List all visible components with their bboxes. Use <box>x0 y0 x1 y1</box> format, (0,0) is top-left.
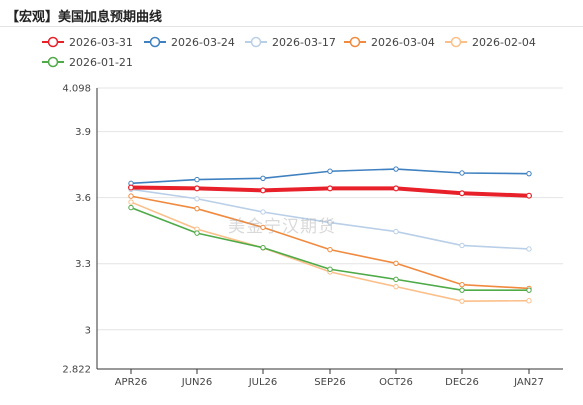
data-point <box>260 244 266 251</box>
legend-marker <box>47 36 59 48</box>
data-point <box>393 166 399 172</box>
data-point <box>459 281 465 288</box>
data-point <box>526 287 532 293</box>
data-point <box>393 185 400 192</box>
x-tick-label: JUN26 <box>181 377 212 388</box>
legend-marker <box>149 36 161 48</box>
data-point <box>526 170 532 177</box>
data-point <box>194 196 200 202</box>
legend-item[interactable]: 2026-03-17 <box>245 36 336 49</box>
x-tick-label: OCT26 <box>379 377 413 388</box>
data-point <box>459 298 465 304</box>
data-point <box>393 276 399 283</box>
legend-label: 2026-01-21 <box>69 56 133 69</box>
data-point <box>327 246 333 253</box>
data-point <box>327 168 333 174</box>
legend-item[interactable]: 2026-01-21 <box>42 56 133 69</box>
legend-item[interactable]: 2026-03-04 <box>344 36 435 49</box>
x-tick-label: SEP26 <box>314 377 345 388</box>
data-point <box>194 205 200 212</box>
series-2026-01-21 <box>128 204 532 293</box>
series-2026-03-04 <box>128 193 532 292</box>
y-tick-label: 3 <box>85 325 91 336</box>
legend-label: 2026-03-17 <box>272 36 336 49</box>
data-point <box>327 266 333 272</box>
data-point <box>393 283 399 290</box>
y-tick-label: 3.6 <box>75 193 91 204</box>
data-point <box>128 184 135 191</box>
legend-item[interactable]: 2026-03-31 <box>42 36 133 49</box>
data-point <box>128 193 134 199</box>
data-point <box>128 204 134 211</box>
data-point <box>459 242 465 249</box>
data-point <box>459 170 465 176</box>
title-divider <box>0 26 583 27</box>
legend-label: 2026-03-31 <box>69 36 133 49</box>
y-tick-label: 3.3 <box>75 259 91 270</box>
data-point <box>260 209 266 215</box>
legend-label: 2026-02-04 <box>472 36 536 49</box>
data-point <box>260 224 266 231</box>
data-point <box>393 260 399 266</box>
data-point <box>260 175 266 181</box>
x-tick-label: JUL26 <box>248 377 278 388</box>
data-point <box>459 287 465 293</box>
watermark-text: 美金宁汉期货 <box>228 217 336 237</box>
series-group <box>128 166 532 304</box>
y-tick-label: 2.822 <box>62 365 91 376</box>
legend-label: 2026-03-24 <box>171 36 235 49</box>
y-tick-label: 3.9 <box>75 127 91 138</box>
legend-marker <box>450 36 462 48</box>
series-2026-03-31 <box>128 184 532 199</box>
x-tick-label: APR26 <box>115 377 148 388</box>
legend-label: 2026-03-04 <box>371 36 435 49</box>
data-point <box>526 298 532 304</box>
data-point <box>194 176 200 183</box>
data-point <box>260 187 267 194</box>
legend-marker <box>47 56 59 68</box>
data-point <box>194 185 201 192</box>
legend-marker <box>349 36 361 48</box>
axes: 4.098 3.9 3.6 3.3 3 2.822 APR26 JUN26 JUL26 SEP26… <box>62 84 563 388</box>
series-2026-03-24 <box>128 166 532 187</box>
legend: 2026-03-31 2026-03-24 2026-03-17 2026-03-04… <box>42 36 536 69</box>
data-point <box>128 199 134 205</box>
data-point <box>393 228 399 235</box>
data-point <box>327 219 333 226</box>
data-point <box>526 246 532 252</box>
data-point <box>459 190 466 197</box>
legend-item[interactable]: 2026-03-24 <box>144 36 235 49</box>
x-tick-label: JAN27 <box>513 377 544 388</box>
data-point <box>525 192 532 199</box>
data-point <box>327 185 334 192</box>
x-tick-label: DEC26 <box>445 377 479 388</box>
legend-marker <box>250 36 262 48</box>
legend-item[interactable]: 2026-02-04 <box>445 36 536 49</box>
data-point <box>194 230 200 236</box>
chart-title: 【宏观】美国加息预期曲线 <box>6 10 163 25</box>
y-tick-label: 4.098 <box>62 84 91 95</box>
grid <box>97 87 563 370</box>
